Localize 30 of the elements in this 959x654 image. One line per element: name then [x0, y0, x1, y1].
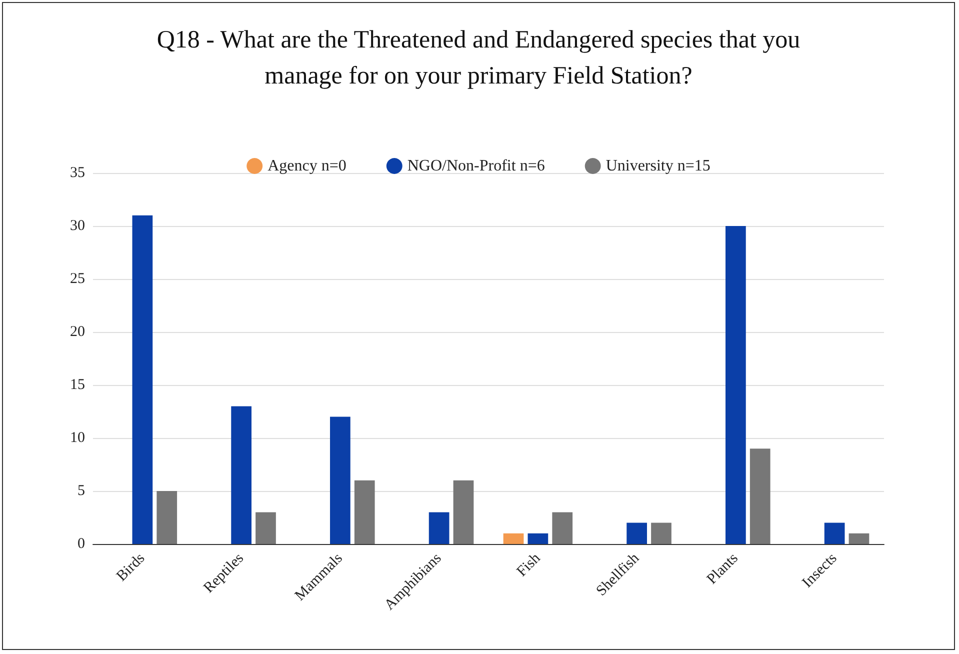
bar	[503, 533, 524, 544]
bar	[330, 416, 350, 544]
bar	[156, 491, 178, 544]
y-tick-label: 5	[78, 483, 85, 499]
bar	[132, 215, 153, 544]
bar	[726, 226, 746, 544]
bar	[453, 480, 474, 544]
bar	[626, 522, 647, 544]
bar	[824, 522, 845, 544]
bar	[428, 512, 450, 544]
y-tick-label: 10	[70, 430, 85, 446]
x-tick-label: Fish	[514, 550, 544, 580]
bar	[231, 406, 252, 544]
chart-title: Q18 - What are the Threatened and Endangered species that you manage for on your primary Field Station?	[156, 26, 801, 90]
bar	[750, 448, 770, 544]
y-tick-label: 25	[70, 271, 85, 287]
y-tick-label: 20	[70, 324, 85, 340]
y-tick-label: 30	[70, 218, 85, 234]
legend-label: NGO/Non-Profit n=6	[407, 158, 545, 174]
bar	[256, 512, 276, 544]
bar	[552, 512, 573, 544]
y-tick-label: 15	[70, 377, 85, 393]
legend-label: Agency n=0	[268, 158, 346, 174]
bar	[528, 533, 548, 544]
y-tick-label: 35	[70, 165, 85, 181]
y-tick-label: 0	[78, 536, 85, 552]
legend-label: University n=15	[606, 158, 710, 174]
bar	[651, 522, 672, 544]
bar	[354, 480, 375, 544]
bar	[848, 533, 870, 544]
